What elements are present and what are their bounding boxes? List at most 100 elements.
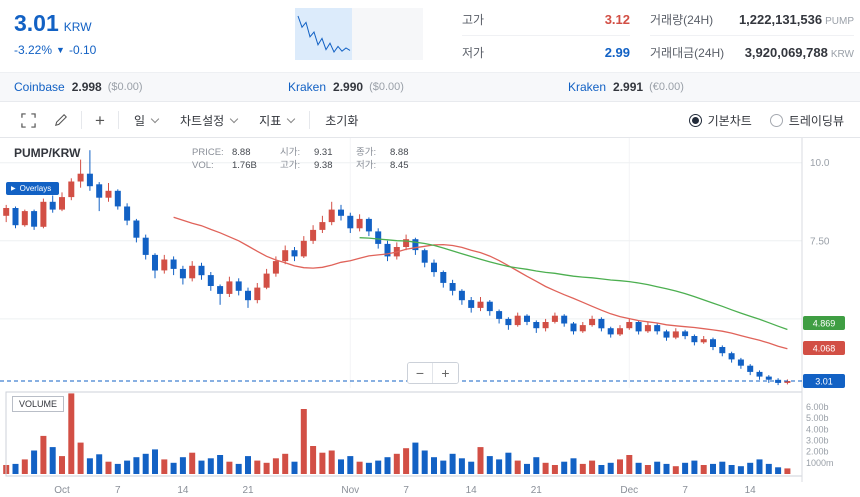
play-icon: ▶ [11, 185, 16, 192]
legend-open-value: 9.31 [314, 147, 333, 158]
svg-text:4.068: 4.068 [813, 344, 836, 354]
currency-label: KRW [63, 20, 92, 34]
svg-text:5.00b: 5.00b [806, 413, 829, 423]
draw-button[interactable] [45, 103, 77, 137]
chevron-down-icon [229, 114, 239, 123]
svg-text:2.00b: 2.00b [806, 447, 829, 457]
legend-high-value: 9.38 [314, 160, 333, 172]
indicators-dropdown[interactable]: 지표 [248, 103, 305, 137]
svg-text:7: 7 [403, 485, 409, 496]
pair-label: PUMP/KRW [14, 146, 81, 160]
stat-high-value: 3.12 [604, 12, 630, 27]
price-header: 3.01 KRW -3.22% ▼ -0.10 고가 3.12 거래량(24H)… [0, 0, 860, 72]
change-absolute: -0.10 [68, 43, 97, 57]
legend-close-label: 종가: [356, 147, 377, 158]
legend-price-label: PRICE: [192, 147, 224, 158]
svg-text:3.01: 3.01 [815, 377, 833, 387]
toolbar-separator [117, 111, 119, 129]
stat-turnover-value: 3,920,069,788 KRW [745, 45, 854, 60]
stat-volume-unit: PUMP [825, 16, 854, 27]
exchange-price: 2.991 [613, 80, 644, 94]
legend-low-label: 저가: [356, 160, 377, 172]
toolbar-separator [81, 111, 82, 129]
overlays-button[interactable]: ▶ Overlays [6, 182, 60, 195]
stat-volume: 거래량(24H) 1,222,131,536 PUMP [650, 4, 854, 36]
radio-unselected-icon [769, 113, 783, 127]
radio-basic-label: 기본차트 [707, 113, 752, 128]
svg-text:3.00b: 3.00b [806, 436, 829, 446]
arrow-down-icon: ▼ [56, 45, 65, 55]
svg-text:Oct: Oct [54, 485, 70, 496]
fullscreen-button[interactable] [12, 103, 45, 137]
exchange-converted: (€0.00) [649, 81, 684, 93]
svg-text:14: 14 [745, 485, 757, 496]
stat-turnover-unit: KRW [830, 48, 854, 60]
chevron-down-icon [150, 114, 160, 123]
svg-text:Dec: Dec [620, 485, 638, 496]
svg-text:21: 21 [531, 485, 543, 496]
zoom-control: − + [407, 362, 459, 384]
exchange-coinbase: Coinbase 2.998 ($0.00) [14, 73, 143, 101]
svg-text:6.00b: 6.00b [806, 402, 829, 412]
svg-text:21: 21 [242, 485, 254, 496]
chart-mode-radio-group: 기본차트 트레이딩뷰 [688, 112, 848, 129]
chevron-down-icon [287, 114, 296, 123]
legend-low-value: 8.45 [390, 160, 409, 172]
exchange-reference-row: Coinbase 2.998 ($0.00) Kraken 2.990 ($0.… [0, 72, 860, 102]
market-stats: 고가 3.12 거래량(24H) 1,222,131,536 PUMP 저가 2… [462, 4, 854, 68]
stat-volume-value: 1,222,131,536 PUMP [739, 12, 854, 27]
change-percent: -3.22% [14, 43, 53, 57]
svg-text:4.869: 4.869 [813, 319, 836, 329]
add-indicator-button[interactable]: + [86, 103, 114, 137]
exchange-price: 2.998 [71, 80, 102, 94]
toolbar-separator [309, 111, 311, 129]
stat-turnover: 거래대금(24H) 3,920,069,788 KRW [650, 36, 854, 68]
radio-tradingview-label: 트레이딩뷰 [788, 113, 844, 128]
legend-high-label: 고가: [280, 160, 301, 172]
ohlc-legend: PRICE: 8.88 시가: 9.31 종가: 8.88 VOL: 1.76B… [192, 147, 432, 172]
exchange-converted: ($0.00) [107, 81, 143, 93]
exchange-name: Coinbase [14, 80, 65, 94]
overlays-label: Overlays [19, 184, 52, 193]
stat-turnover-label: 거래대금(24H) [650, 45, 725, 60]
stat-high: 고가 3.12 [462, 4, 630, 36]
zoom-in-button[interactable]: + [433, 363, 458, 383]
legend-vol-value: 1.76B [232, 160, 257, 172]
radio-tradingview[interactable]: 트레이딩뷰 [769, 112, 844, 129]
svg-text:4.00b: 4.00b [806, 424, 829, 434]
svg-text:7: 7 [115, 485, 121, 496]
zoom-out-button[interactable]: − [408, 363, 433, 383]
exchange-name: Kraken [288, 80, 327, 94]
current-price: 3.01 [14, 10, 59, 36]
chart-toolbar: + 일 차트설정 지표 초기화 기본차트 트레이딩뷰 [0, 103, 860, 138]
reset-button[interactable]: 초기화 [325, 113, 359, 128]
svg-text:14: 14 [466, 485, 478, 496]
svg-text:10.0: 10.0 [810, 158, 830, 169]
svg-text:Nov: Nov [341, 485, 359, 496]
svg-text:7.50: 7.50 [810, 236, 830, 247]
stat-volume-number: 1,222,131,536 [738, 12, 823, 27]
chart-section: 10.0 7.50 6.00b 5.00b 4.00b 3.00b 2.00b 1000m 4.… [0, 138, 860, 497]
price-block: 3.01 KRW -3.22% ▼ -0.10 [14, 10, 96, 57]
radio-selected-icon [688, 113, 702, 127]
price-sparkline [295, 8, 423, 60]
interval-dropdown-label: 일 [133, 113, 145, 128]
interval-dropdown[interactable]: 일 [123, 103, 169, 137]
stat-turnover-number: 3,920,069,788 [744, 44, 828, 60]
volume-panel-label: VOLUME [12, 396, 65, 412]
stat-high-label: 고가 [462, 13, 485, 27]
legend-price-value: 8.88 [232, 147, 251, 158]
indicators-label: 지표 [259, 113, 282, 128]
exchange-kraken-eur: Kraken 2.991 (€0.00) [568, 73, 684, 101]
radio-basic-chart[interactable]: 기본차트 [688, 112, 752, 129]
exchange-price: 2.990 [333, 80, 364, 94]
stat-low-value: 2.99 [604, 44, 630, 60]
chart-settings-dropdown[interactable]: 차트설정 [169, 103, 248, 137]
svg-text:7: 7 [682, 485, 688, 496]
svg-text:1000m: 1000m [806, 458, 834, 468]
exchange-converted: ($0.00) [369, 81, 404, 93]
stat-low-label: 저가 [462, 45, 485, 60]
svg-text:14: 14 [177, 485, 189, 496]
